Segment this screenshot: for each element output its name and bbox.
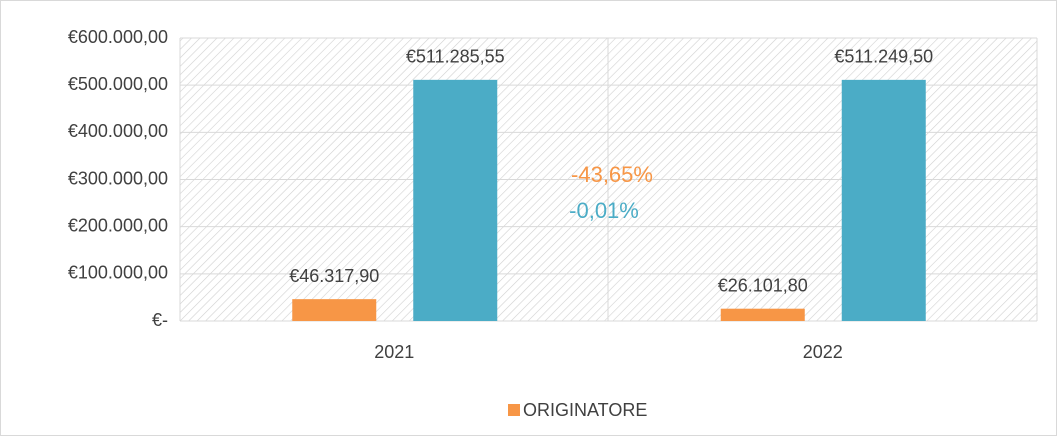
bar: [720, 308, 805, 321]
bar: [292, 299, 377, 321]
data-label: €46.317,90: [289, 266, 379, 286]
y-tick-label: €200.000,00: [68, 215, 168, 235]
y-tick-label: €600.000,00: [68, 27, 168, 47]
annotation: -0,01%: [569, 198, 639, 223]
y-tick-label: €100.000,00: [68, 263, 168, 283]
bar: [413, 79, 498, 321]
data-label: €511.285,55: [406, 47, 505, 67]
x-tick-label: 2021: [374, 342, 414, 362]
y-tick-label: €-: [152, 310, 168, 330]
legend-swatch: [508, 404, 520, 416]
y-tick-label: €400.000,00: [68, 121, 168, 141]
y-tick-label: €300.000,00: [68, 168, 168, 188]
data-label: €511.249,50: [834, 47, 933, 67]
bar: [841, 79, 926, 321]
data-label: €26.101,80: [718, 275, 808, 295]
y-tick-label: €500.000,00: [68, 74, 168, 94]
x-tick-label: 2022: [803, 342, 843, 362]
annotation: -43,65%: [571, 162, 653, 187]
legend-label: ORIGINATORE: [523, 400, 647, 420]
